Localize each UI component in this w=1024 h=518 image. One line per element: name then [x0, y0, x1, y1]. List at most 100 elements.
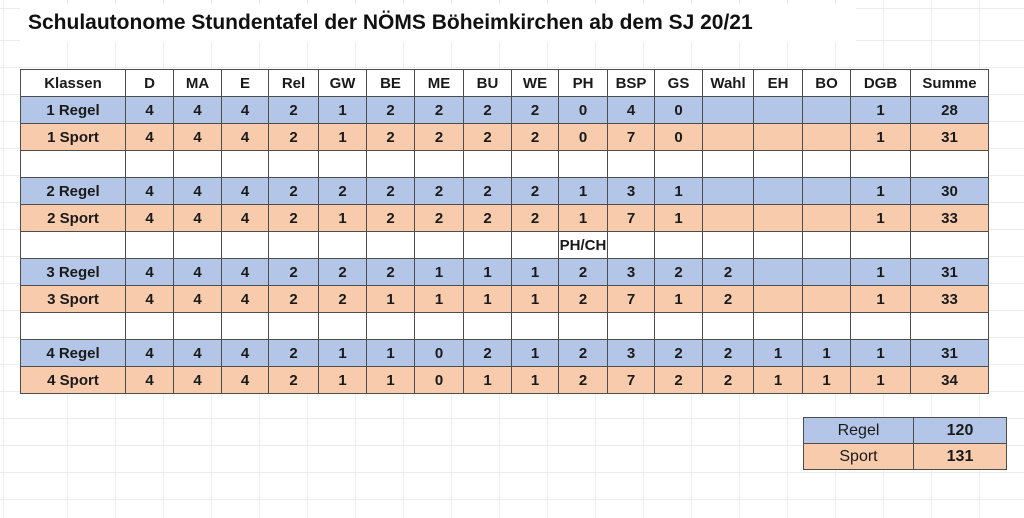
- table-cell: 1: [850, 285, 911, 313]
- table-cell: [268, 231, 319, 259]
- stundentafel-table: Klassen D MA E Rel GW BE ME BU WE PH BSP GS Wahl EH BO D…: [20, 69, 989, 394]
- table-cell: [753, 231, 803, 259]
- table-cell: 4: [173, 258, 222, 286]
- table-cell: 2: [511, 96, 559, 124]
- table-cell: [173, 231, 222, 259]
- table-cell: [414, 312, 464, 340]
- table-cell: 0: [558, 96, 608, 124]
- table-cell: [511, 231, 559, 259]
- table-cell: [558, 150, 608, 178]
- row-label: 1 Sport: [20, 123, 126, 151]
- table-cell: 0: [414, 339, 464, 367]
- table-cell: 31: [910, 339, 989, 367]
- table-cell: 4: [173, 339, 222, 367]
- table-cell: [850, 150, 911, 178]
- table-cell: [802, 96, 851, 124]
- table-cell: [753, 258, 803, 286]
- table-cell: 4: [125, 123, 174, 151]
- table-cell: 1: [753, 366, 803, 394]
- table-cell: PH/CH: [558, 231, 608, 259]
- table-row: 1 Sport 4 4 4 2 1 2 2 2 2 0 7 0 1 31: [20, 123, 989, 151]
- table-cell: 1: [850, 177, 911, 205]
- row-label: 2 Sport: [20, 204, 126, 232]
- row-label: 3 Regel: [20, 258, 126, 286]
- table-cell: 0: [414, 366, 464, 394]
- table-cell: 7: [607, 123, 655, 151]
- table-cell: 33: [910, 204, 989, 232]
- table-cell: [910, 312, 989, 340]
- table-cell: [268, 150, 319, 178]
- table-cell: [318, 231, 367, 259]
- table-cell: 0: [654, 123, 703, 151]
- table-cell: 4: [125, 285, 174, 313]
- table-cell: 2: [511, 123, 559, 151]
- column-header: Rel: [268, 69, 319, 97]
- row-label: 2 Regel: [20, 177, 126, 205]
- summary-row-sport: Sport 131: [803, 443, 1007, 470]
- table-cell: 1: [414, 258, 464, 286]
- table-cell: 31: [910, 258, 989, 286]
- table-cell: 1: [802, 366, 851, 394]
- table-cell: [607, 150, 655, 178]
- table-cell: [850, 231, 911, 259]
- table-row: 1 Regel 4 4 4 2 1 2 2 2 2 0 4 0 1 28: [20, 96, 989, 124]
- table-cell: 3: [607, 177, 655, 205]
- table-cell: 4: [221, 258, 269, 286]
- table-cell: 1: [463, 285, 512, 313]
- table-cell: 1: [511, 339, 559, 367]
- table-cell: [702, 312, 754, 340]
- table-cell: 1: [366, 285, 415, 313]
- table-cell: 2: [463, 177, 512, 205]
- table-cell: 2: [268, 258, 319, 286]
- table-cell: [802, 231, 851, 259]
- header-row: Klassen D MA E Rel GW BE ME BU WE PH BSP GS Wahl EH BO D…: [20, 69, 989, 97]
- table-cell: 2: [511, 204, 559, 232]
- table-cell: 2: [268, 123, 319, 151]
- table-cell: [802, 177, 851, 205]
- row-label: [20, 150, 126, 178]
- table-cell: 4: [125, 204, 174, 232]
- table-cell: 7: [607, 204, 655, 232]
- table-cell: [414, 150, 464, 178]
- table-cell: 1: [850, 123, 911, 151]
- table-cell: [802, 285, 851, 313]
- table-cell: 4: [221, 339, 269, 367]
- table-cell: 2: [414, 177, 464, 205]
- table-cell: 4: [173, 204, 222, 232]
- table-cell: 2: [268, 204, 319, 232]
- table-cell: 1: [654, 285, 703, 313]
- table-cell: 4: [173, 285, 222, 313]
- table-cell: [753, 204, 803, 232]
- column-header: Klassen: [20, 69, 126, 97]
- table-cell: [802, 312, 851, 340]
- table-cell: 2: [558, 285, 608, 313]
- table-cell: 2: [268, 285, 319, 313]
- table-cell: 2: [366, 258, 415, 286]
- table-cell: [463, 150, 512, 178]
- table-cell: [511, 312, 559, 340]
- table-cell: 2: [268, 366, 319, 394]
- table-cell: [753, 150, 803, 178]
- table-row: 2 Sport 4 4 4 2 1 2 2 2 2 1 7 1 1 33: [20, 204, 989, 232]
- table-cell: [802, 204, 851, 232]
- row-label: [20, 231, 126, 259]
- table-cell: 4: [173, 96, 222, 124]
- table-cell: 1: [366, 366, 415, 394]
- table-cell: 2: [268, 177, 319, 205]
- table-cell: [268, 312, 319, 340]
- table-cell: 4: [173, 177, 222, 205]
- table-cell: [125, 312, 174, 340]
- table-cell: [221, 150, 269, 178]
- table-cell: 1: [753, 339, 803, 367]
- table-row: 4 Regel 4 4 4 2 1 1 0 2 1 2 3 2 2 1 1 1 31: [20, 339, 989, 367]
- table-cell: 4: [221, 204, 269, 232]
- table-cell: [850, 312, 911, 340]
- table-cell: [414, 231, 464, 259]
- row-label: [20, 312, 126, 340]
- table-cell: [910, 231, 989, 259]
- table-cell: 2: [366, 177, 415, 205]
- table-cell: 2: [414, 123, 464, 151]
- table-cell: 2: [366, 204, 415, 232]
- column-header: GS: [654, 69, 703, 97]
